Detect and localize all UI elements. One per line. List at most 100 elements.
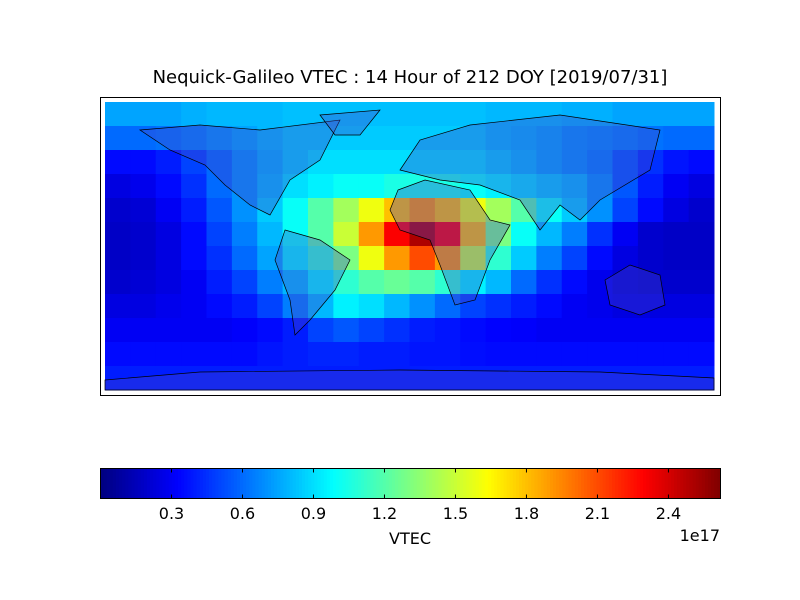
heatmap-cell xyxy=(257,174,284,199)
heatmap-cell xyxy=(333,174,360,199)
heatmap-cell xyxy=(637,318,664,343)
heatmap-cell xyxy=(637,366,664,391)
colorbar-swatch xyxy=(193,468,197,499)
heatmap-cell xyxy=(308,174,334,199)
colorbar-swatch xyxy=(174,468,179,499)
colorbar-swatch xyxy=(295,468,300,499)
heatmap-cell xyxy=(384,270,410,295)
heatmap-cell xyxy=(231,102,258,127)
heatmap-cell xyxy=(308,318,334,343)
colorbar-swatch xyxy=(379,468,383,499)
heatmap-cell xyxy=(181,174,207,199)
colorbar-swatch xyxy=(677,468,681,499)
colorbar-swatch xyxy=(522,468,526,499)
heatmap-cell xyxy=(587,222,613,247)
colorbar-swatch xyxy=(109,468,114,499)
colorbar-swatch xyxy=(385,468,390,499)
heatmap-cell xyxy=(308,366,334,391)
heatmap-cell xyxy=(308,342,334,367)
colorbar-swatch xyxy=(602,468,607,499)
colorbar-swatch xyxy=(717,468,721,499)
heatmap-cell xyxy=(231,294,258,319)
heatmap-cell xyxy=(181,318,207,343)
colorbar-swatch xyxy=(230,468,235,499)
colorbar-swatch xyxy=(519,468,523,499)
heatmap-cell xyxy=(485,318,512,343)
heatmap-cell xyxy=(282,222,309,247)
heatmap-cell xyxy=(257,102,284,127)
colorbar-tick-label: 2.1 xyxy=(585,504,610,523)
heatmap-cell xyxy=(358,246,385,271)
heatmap-cell xyxy=(485,174,512,199)
heatmap-cell xyxy=(105,270,131,295)
heatmap-cell xyxy=(333,222,360,247)
colorbar-swatch xyxy=(258,468,263,499)
colorbar-swatch xyxy=(426,468,430,499)
colorbar-swatch xyxy=(453,468,458,499)
colorbar-swatch xyxy=(401,468,405,499)
heatmap-cell xyxy=(637,150,664,175)
heatmap-cell xyxy=(206,246,233,271)
colorbar-swatch xyxy=(432,468,436,499)
heatmap-cell xyxy=(130,270,157,295)
heatmap-cell xyxy=(206,102,233,127)
heatmap-cell xyxy=(155,342,182,367)
heatmap-cell xyxy=(612,174,639,199)
colorbar xyxy=(100,468,721,499)
heatmap-cell xyxy=(384,150,410,175)
colorbar-swatch xyxy=(308,468,312,499)
heatmap-cell xyxy=(257,270,284,295)
coastline xyxy=(104,369,715,391)
colorbar-swatch xyxy=(472,468,476,499)
colorbar-swatch xyxy=(460,468,464,499)
heatmap-cell xyxy=(308,294,334,319)
heatmap-cell xyxy=(688,294,715,319)
coastline xyxy=(389,179,511,306)
colorbar-swatch xyxy=(240,468,244,499)
colorbar-swatch xyxy=(491,468,495,499)
heatmap-cell xyxy=(206,318,233,343)
heatmap-cell xyxy=(536,174,563,199)
heatmap-cell xyxy=(663,174,690,199)
colorbar-swatch xyxy=(143,468,148,499)
heatmap-cell xyxy=(231,222,258,247)
heatmap-cell xyxy=(612,102,639,127)
heatmap-cell xyxy=(536,270,563,295)
heatmap-cell xyxy=(460,318,487,343)
heatmap-cell xyxy=(358,318,385,343)
heatmap-cell xyxy=(155,318,182,343)
colorbar-swatch xyxy=(236,468,241,499)
colorbar-tick-label: 1.8 xyxy=(514,504,539,523)
heatmap-cell xyxy=(587,246,613,271)
colorbar-swatch xyxy=(150,468,154,499)
coastlines xyxy=(104,109,715,391)
heatmap-cell xyxy=(460,102,487,127)
colorbar-swatch xyxy=(658,468,662,499)
heatmap-cell xyxy=(460,198,487,223)
colorbar-swatch xyxy=(574,468,579,499)
colorbar-swatch xyxy=(618,468,622,499)
colorbar-swatch xyxy=(608,468,613,499)
colorbar-swatch xyxy=(692,468,697,499)
colorbar-swatch xyxy=(515,468,520,499)
colorbar-swatch xyxy=(137,468,142,499)
heatmap-cell xyxy=(384,318,410,343)
colorbar-swatch xyxy=(212,468,216,499)
coastline xyxy=(274,229,351,336)
heatmap-cell xyxy=(587,270,613,295)
heatmap-cell xyxy=(587,342,613,367)
heatmap-cell xyxy=(155,270,182,295)
colorbar-swatch xyxy=(612,468,616,499)
heatmap-cell xyxy=(409,246,436,271)
heatmap-cell xyxy=(536,150,563,175)
colorbar-swatch xyxy=(429,468,433,499)
heatmap-cell xyxy=(231,342,258,367)
heatmap-cell xyxy=(155,102,182,127)
heatmap-cell xyxy=(105,246,131,271)
colorbar-swatch xyxy=(252,468,256,499)
heatmap-cell xyxy=(536,222,563,247)
heatmap-cell xyxy=(282,174,309,199)
colorbar-swatch xyxy=(336,468,340,499)
heatmap-cell xyxy=(561,366,588,391)
colorbar-swatch xyxy=(100,468,104,499)
